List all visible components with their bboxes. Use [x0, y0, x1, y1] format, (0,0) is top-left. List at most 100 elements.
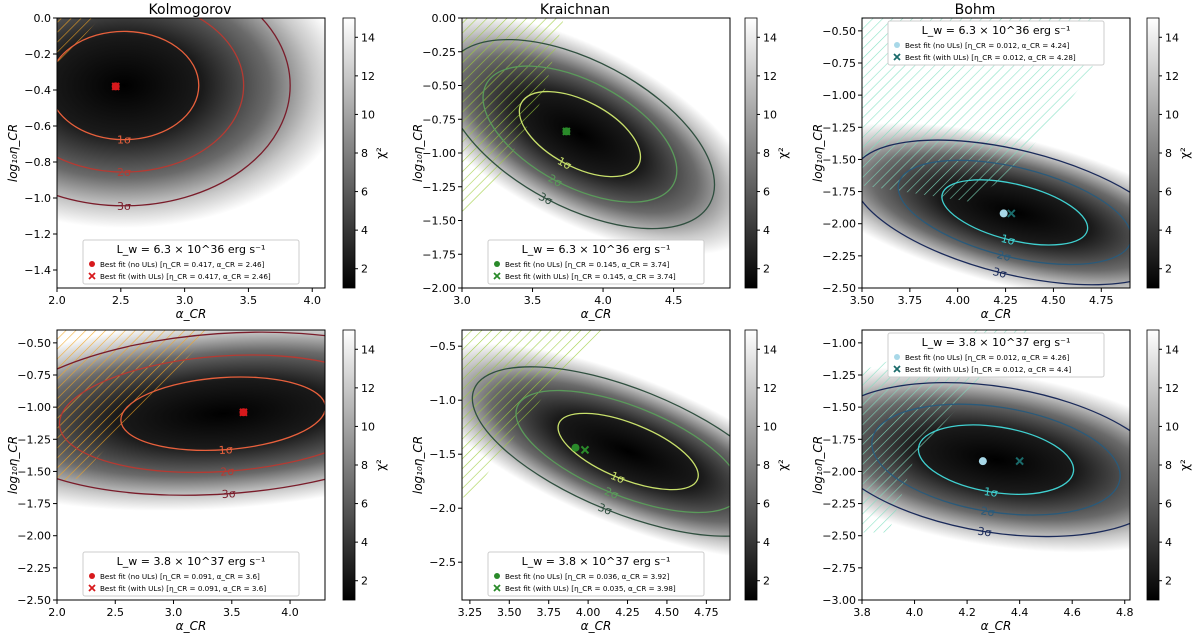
x-tick-label: 4.25	[615, 606, 640, 619]
x-tick-label: 3.5	[240, 294, 258, 307]
legend-no-uls-label: Best fit (no ULs) [η_CR = 0.091, α_CR = …	[100, 572, 260, 581]
colorbar-tick-label: 14	[763, 343, 777, 356]
y-axis-label: log₁₀η_CR	[811, 124, 825, 182]
ul-excluded-region	[57, 18, 100, 67]
y-tick-label: −2.25	[17, 562, 51, 575]
colorbar-tick-label: 12	[763, 382, 777, 395]
y-tick-label: −0.2	[24, 48, 51, 61]
x-tick-label: 4.75	[694, 606, 719, 619]
legend-title: L_w = 3.8 × 10^37 erg s⁻¹	[922, 336, 1071, 349]
plot-frame	[461, 329, 731, 601]
legend-with-uls-label: Best fit (with ULs) [η_CR = 0.035, α_CR …	[505, 584, 676, 593]
y-tick-label: −0.75	[422, 113, 456, 126]
contour-1sigma	[941, 179, 1089, 246]
x-tick-label: 3.75	[898, 294, 923, 307]
ul-excluded-region	[862, 330, 1029, 533]
y-tick-label: −1.25	[822, 369, 856, 382]
y-tick-label: −2.00	[822, 465, 856, 478]
colorbar-tick-label: 14	[361, 31, 375, 44]
contour-3sigma	[862, 381, 1130, 538]
legend-no-uls-marker	[89, 573, 95, 579]
contour-1sigma	[518, 90, 642, 178]
colorbar-tick-label: 10	[1165, 108, 1179, 121]
plot-area: 3σ 2σ 1σ	[57, 330, 325, 600]
x-tick-label: 4.0	[303, 294, 321, 307]
plot-frame	[56, 17, 326, 289]
x-tick-label: 3.5	[223, 606, 241, 619]
y-tick-label: 0.0	[34, 12, 52, 25]
legend-with-uls-marker	[88, 272, 96, 280]
colorbar	[744, 17, 758, 289]
contour-3sigma-label: 3σ	[117, 200, 131, 213]
y-tick-label: −0.6	[24, 120, 51, 133]
contour-1sigma-label: 1σ	[609, 469, 627, 486]
colorbar-label: χ²	[776, 459, 790, 471]
colorbar-tick-label: 12	[1165, 382, 1179, 395]
colorbar-tick-label: 12	[763, 70, 777, 83]
plot-frame	[861, 329, 1131, 601]
y-tick-label: −3.00	[822, 594, 856, 607]
x-tick-label: 3.75	[536, 606, 561, 619]
x-tick-label: 4.0	[594, 294, 612, 307]
y-tick-label: −1.00	[822, 337, 856, 350]
contour-1sigma	[917, 424, 1075, 495]
x-tick-label: 4.00	[945, 294, 970, 307]
colorbar-tick-label: 10	[1165, 420, 1179, 433]
y-axis-label: log₁₀η_CR	[6, 436, 20, 494]
y-tick-label: −0.50	[422, 80, 456, 93]
contour-2sigma	[897, 159, 1130, 266]
column-title-bohm: Bohm	[955, 2, 996, 18]
legend-title: L_w = 3.8 × 10^37 erg s⁻¹	[117, 555, 266, 568]
contour-2sigma	[58, 354, 325, 474]
colorbar-tick-label: 6	[763, 498, 770, 511]
y-tick-label: −2.50	[822, 530, 856, 543]
contour-2sigma-label: 2σ	[117, 166, 131, 179]
y-tick-label: −1.00	[822, 89, 856, 102]
colorbar-tick-label: 10	[361, 108, 375, 121]
y-tick-label: −1.0	[24, 192, 51, 205]
x-axis-label: α_CR	[581, 619, 612, 633]
y-tick-label: −2.25	[822, 250, 856, 263]
y-tick-label: −1.75	[17, 498, 51, 511]
colorbar-label: χ²	[1178, 147, 1192, 159]
y-axis-label: log₁₀η_CR	[411, 436, 425, 494]
x-tick-label: 3.50	[497, 606, 522, 619]
contour-2sigma	[515, 389, 730, 514]
legend-box	[887, 20, 1105, 66]
contour-1sigma-label: 1σ	[1000, 232, 1017, 248]
x-tick-label: 3.0	[453, 294, 471, 307]
legend-with-uls-marker	[88, 584, 96, 592]
colorbar-tick-label: 2	[361, 263, 368, 276]
legend-with-uls-label: Best fit (with ULs) [η_CR = 0.145, α_CR …	[505, 272, 676, 281]
x-tick-label: 2.0	[48, 606, 66, 619]
y-tick-label: −1.0	[429, 394, 456, 407]
y-tick-label: −2.0	[429, 502, 456, 515]
plot-frame	[861, 17, 1131, 289]
x-tick-label: 4.25	[993, 294, 1018, 307]
legend-no-uls-marker	[494, 573, 500, 579]
y-tick-label: −2.00	[17, 530, 51, 543]
legend-no-uls-label: Best fit (no ULs) [η_CR = 0.012, α_CR = …	[905, 353, 1070, 362]
legend-box	[82, 551, 300, 597]
y-tick-label: −2.00	[822, 218, 856, 231]
x-tick-label: 4.0	[281, 606, 299, 619]
best-fit-with-uls-marker	[562, 127, 571, 136]
colorbar-tick-label: 4	[1165, 224, 1172, 237]
legend-no-uls-label: Best fit (no ULs) [η_CR = 0.036, α_CR = …	[505, 572, 670, 581]
colorbar-tick-label: 10	[361, 420, 375, 433]
y-tick-label: −1.5	[429, 448, 456, 461]
y-tick-label: −1.50	[822, 401, 856, 414]
colorbar-tick-label: 4	[361, 536, 368, 549]
chart-panel-0: 3σ 2σ 1σ 2.0 2.5 3.0 3.5 4.0 −1.4 −1.2 −1.0 −0.8 −0.…	[6, 12, 388, 321]
colorbar	[342, 329, 356, 601]
legend-no-uls-marker	[89, 261, 95, 267]
colorbar	[1146, 17, 1160, 289]
y-tick-label: −0.50	[822, 25, 856, 38]
contour-1sigma	[57, 30, 200, 141]
contour-3sigma	[471, 366, 730, 537]
legend-with-uls-marker	[893, 365, 901, 373]
colorbar-tick-label: 8	[763, 459, 770, 472]
contour-2sigma-label: 2σ	[995, 248, 1012, 264]
y-axis-label: log₁₀η_CR	[811, 436, 825, 494]
x-tick-label: 3.5	[524, 294, 542, 307]
